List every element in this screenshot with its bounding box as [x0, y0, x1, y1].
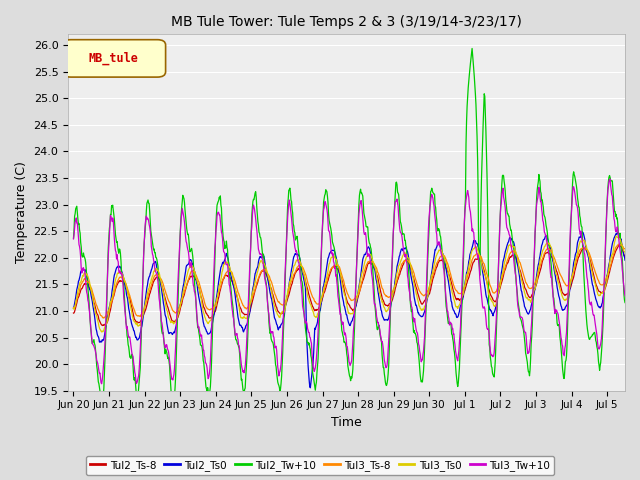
Tul3_Ts0: [449, 291, 456, 297]
Tul2_Ts0: [449, 305, 456, 311]
Tul3_Tw+10: [510, 260, 518, 265]
Tul2_Ts-8: [313, 307, 321, 312]
Tul3_Ts0: [510, 244, 518, 250]
Tul2_Ts0: [307, 385, 314, 391]
Tul3_Tw+10: [449, 325, 456, 331]
Tul2_Tw+10: [501, 182, 509, 188]
Tul2_Ts0: [621, 257, 629, 263]
Line: Tul3_Ts0: Tul3_Ts0: [74, 236, 625, 332]
Tul2_Tw+10: [313, 370, 321, 375]
Tul2_Ts0: [313, 322, 321, 327]
Tul3_Ts-8: [313, 301, 321, 307]
Tul2_Tw+10: [293, 233, 301, 239]
Line: Tul3_Tw+10: Tul3_Tw+10: [74, 179, 625, 384]
Tul2_Ts-8: [616, 242, 623, 248]
Title: MB Tule Tower: Tule Temps 2 & 3 (3/19/14-3/23/17): MB Tule Tower: Tule Temps 2 & 3 (3/19/14…: [171, 15, 522, 29]
Tul3_Ts0: [313, 314, 321, 320]
X-axis label: Time: Time: [332, 416, 362, 429]
Tul3_Ts0: [621, 250, 629, 255]
Tul2_Ts-8: [293, 268, 301, 274]
Tul2_Tw+10: [511, 254, 518, 260]
Tul2_Ts0: [500, 255, 508, 261]
Tul3_Tw+10: [293, 252, 301, 257]
Tul2_Ts-8: [449, 286, 456, 292]
Tul2_Ts-8: [500, 269, 508, 275]
Tul3_Ts0: [70, 305, 77, 311]
Tul3_Tw+10: [313, 348, 321, 354]
Line: Tul2_Ts0: Tul2_Ts0: [74, 232, 625, 388]
Tul3_Tw+10: [98, 381, 106, 386]
Tul3_Ts-8: [614, 241, 622, 247]
Tul3_Ts0: [98, 329, 106, 335]
Tul3_Ts-8: [293, 264, 301, 270]
Tul2_Ts0: [579, 229, 586, 235]
Y-axis label: Temperature (C): Temperature (C): [15, 162, 28, 264]
Tul2_Ts0: [292, 252, 300, 258]
Line: Tul3_Ts-8: Tul3_Ts-8: [74, 244, 625, 318]
Tul2_Tw+10: [621, 300, 629, 305]
Tul2_Ts-8: [127, 298, 134, 303]
FancyBboxPatch shape: [63, 40, 166, 77]
Tul2_Tw+10: [97, 393, 104, 399]
Tul3_Ts-8: [449, 279, 456, 285]
Tul3_Ts-8: [127, 295, 134, 301]
Tul2_Tw+10: [70, 235, 77, 241]
Legend: Tul2_Ts-8, Tul2_Ts0, Tul2_Tw+10, Tul3_Ts-8, Tul3_Ts0, Tul3_Tw+10: Tul2_Ts-8, Tul2_Ts0, Tul2_Tw+10, Tul3_Ts…: [86, 456, 554, 475]
Tul2_Ts-8: [621, 253, 629, 259]
Tul2_Ts-8: [510, 253, 518, 259]
Tul2_Tw+10: [127, 354, 134, 360]
Tul2_Ts0: [126, 312, 134, 317]
Tul3_Ts0: [127, 303, 134, 309]
Tul2_Ts-8: [70, 310, 77, 316]
Tul3_Ts-8: [621, 246, 629, 252]
Tul3_Ts0: [293, 258, 301, 264]
Tul2_Ts0: [510, 240, 518, 246]
Text: MB_tule: MB_tule: [89, 52, 139, 65]
Tul2_Ts-8: [99, 323, 107, 328]
Tul2_Tw+10: [468, 46, 476, 51]
Tul3_Tw+10: [127, 338, 134, 344]
Line: Tul2_Tw+10: Tul2_Tw+10: [74, 48, 625, 396]
Tul2_Ts0: [70, 305, 77, 311]
Tul3_Tw+10: [70, 236, 77, 242]
Tul3_Ts0: [500, 262, 508, 267]
Tul2_Tw+10: [449, 336, 456, 342]
Tul3_Tw+10: [606, 176, 614, 182]
Tul3_Tw+10: [621, 293, 629, 299]
Line: Tul2_Ts-8: Tul2_Ts-8: [74, 245, 625, 325]
Tul3_Ts-8: [510, 248, 518, 254]
Tul3_Ts-8: [100, 315, 108, 321]
Tul3_Ts0: [612, 233, 620, 239]
Tul3_Ts-8: [70, 305, 77, 311]
Tul3_Tw+10: [500, 197, 508, 203]
Tul3_Ts-8: [500, 268, 508, 274]
